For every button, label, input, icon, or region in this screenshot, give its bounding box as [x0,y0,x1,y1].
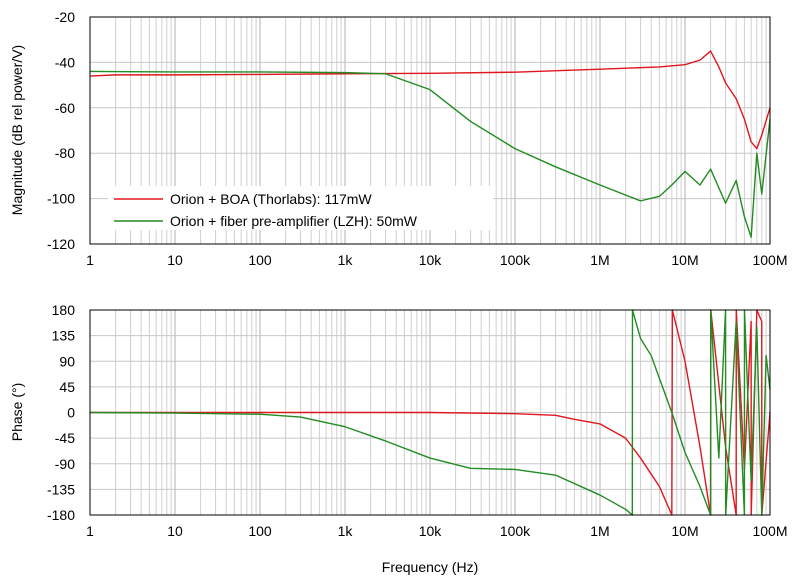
y-tick-label: -120 [47,236,75,252]
x-tick-label: 100k [500,523,531,539]
legend-label-green: Orion + fiber pre-amplifier (LZH): 50mW [170,213,418,229]
y-tick-label: 45 [59,379,75,395]
magnitude-y-axis-label: Magnitude (dB rel power/V) [9,45,25,215]
magnitude-y-ticks: -20 -40 -60 -80 -100 -120 [47,9,75,252]
y-tick-label: -20 [55,9,75,25]
y-tick-label: -40 [55,54,75,70]
y-tick-label: -180 [47,507,75,523]
series-line-green [89,309,771,516]
y-tick-label: -100 [47,191,75,207]
y-tick-label: -135 [47,481,75,497]
y-tick-label: -80 [55,145,75,161]
phase-y-ticks: 180 135 90 45 0 -45 -90 -135 -180 [47,302,75,523]
series-line-green [89,70,771,238]
x-tick-label: 100M [752,523,787,539]
x-tick-label: 10 [167,252,183,268]
y-tick-label: 180 [52,302,76,318]
x-tick-label: 1k [338,252,354,268]
x-tick-label: 1 [86,252,94,268]
legend-background [108,186,493,230]
x-tick-label: 100k [500,252,531,268]
phase-series [89,309,771,516]
magnitude-panel: 1 10 100 1k 10k 100k 1M 10M 100M -20 -40 -60 -80 -10… [9,9,788,268]
legend-label-red: Orion + BOA (Thorlabs): 117mW [170,191,372,207]
series-line-red [89,50,771,150]
x-tick-label: 10M [671,523,698,539]
x-tick-label: 1M [590,523,609,539]
plot-border [89,16,771,245]
x-axis-label: Frequency (Hz) [382,559,478,575]
y-tick-label: 135 [52,328,76,344]
phase-y-axis-label: Phase (°) [9,383,25,442]
y-tick-label: -45 [55,430,75,446]
x-tick-label: 100M [752,252,787,268]
series-line-red [90,309,771,516]
x-tick-label: 1k [338,523,354,539]
y-tick-label: 90 [59,353,75,369]
x-tick-label: 100 [248,523,272,539]
magnitude-series [89,50,771,238]
x-tick-label: 10k [419,252,443,268]
y-tick-label: 0 [67,405,75,421]
x-tick-label: 10M [671,252,698,268]
y-tick-label: -90 [55,456,75,472]
x-tick-label: 100 [248,252,272,268]
x-tick-label: 10 [167,523,183,539]
phase-x-ticks: 1 10 100 1k 10k 100k 1M 10M 100M [86,523,787,539]
magnitude-x-ticks: 1 10 100 1k 10k 100k 1M 10M 100M [86,252,787,268]
y-tick-label: -60 [55,100,75,116]
x-tick-label: 1 [86,523,94,539]
x-tick-label: 10k [419,523,443,539]
phase-panel: 1 10 100 1k 10k 100k 1M 10M 100M 180 135 90 45 0 -45 -… [9,302,788,575]
legend: Orion + BOA (Thorlabs): 117mW Orion + fi… [108,186,493,230]
x-tick-label: 1M [590,252,609,268]
plot-border [89,309,771,516]
